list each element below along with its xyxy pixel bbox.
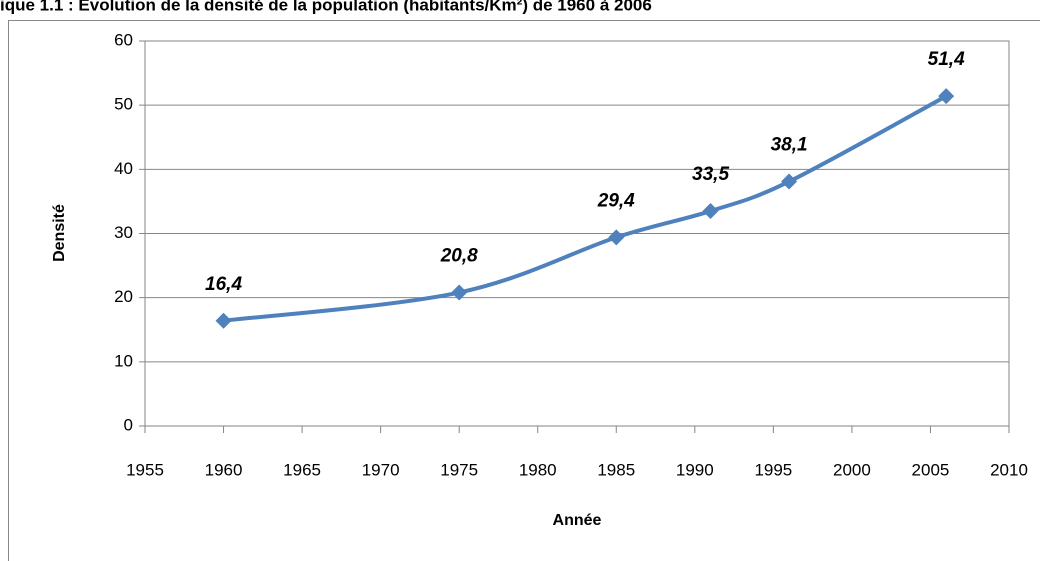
marker: [702, 203, 719, 220]
marker: [781, 173, 798, 190]
x-tick-label: 1980: [519, 460, 557, 479]
data-label: 29,4: [597, 190, 635, 211]
chart-title: ique 1.1 : Evolution de la densité de la…: [0, 0, 652, 14]
marker: [451, 284, 468, 301]
data-label: 51,4: [928, 49, 965, 70]
marker: [215, 312, 232, 329]
plot-border: [144, 40, 1010, 427]
x-tick-label: 1975: [440, 460, 478, 479]
x-tick-label: 1985: [597, 460, 635, 479]
y-tick-label: 50: [114, 95, 133, 114]
y-tick-label: 10: [114, 351, 133, 370]
y-tick-label: 30: [114, 223, 133, 242]
data-label: 20,8: [440, 246, 478, 267]
x-tick-label: 2000: [833, 460, 871, 479]
x-tick-label: 1970: [362, 460, 400, 479]
data-label: 16,4: [205, 274, 242, 295]
y-axis-title: Densité: [51, 204, 68, 262]
marker: [608, 229, 625, 246]
line: [223, 94, 948, 323]
x-tick-label: 1955: [126, 460, 164, 479]
x-axis-title: Année: [553, 512, 602, 529]
x-tick-label: 1990: [676, 460, 714, 479]
marker: [938, 88, 955, 105]
y-tick-label: 40: [114, 159, 133, 178]
chart-frame: [8, 20, 1040, 561]
data-label: 33,5: [692, 164, 729, 185]
data-label: 38,1: [771, 135, 808, 156]
x-tick-label: 1965: [283, 460, 321, 479]
y-tick-label: 60: [114, 30, 133, 49]
x-tick-label: 1960: [205, 460, 243, 479]
x-tick-label: 1995: [754, 460, 792, 479]
x-tick-label: 2005: [912, 460, 950, 479]
y-tick-label: 0: [124, 415, 133, 434]
x-tick-label: 2010: [990, 460, 1028, 479]
y-tick-label: 20: [114, 287, 133, 306]
